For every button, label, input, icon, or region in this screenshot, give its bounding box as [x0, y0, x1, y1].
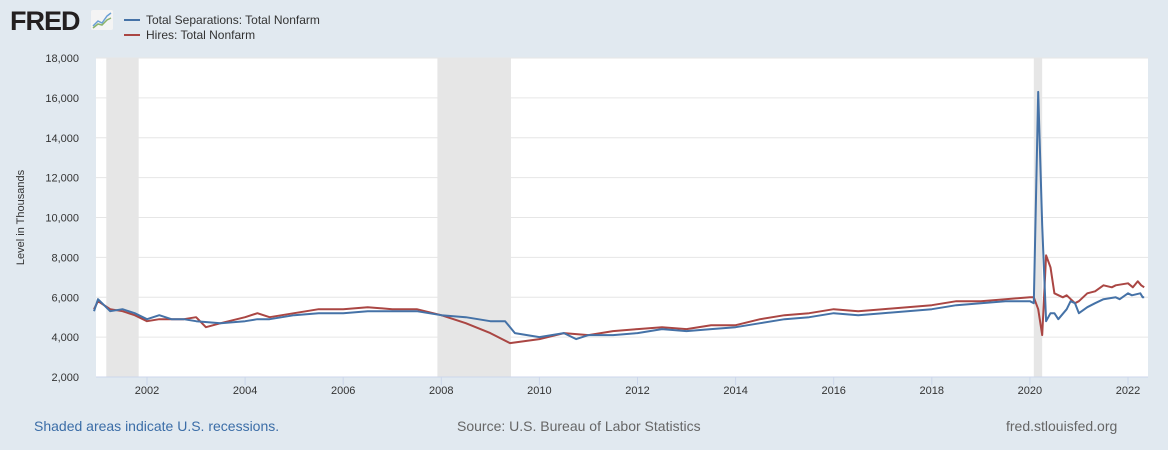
legend-label: Hires: Total Nonfarm [146, 27, 256, 42]
y-tick-label: 2,000 [51, 372, 79, 384]
legend-item-hires[interactable]: Hires: Total Nonfarm [124, 27, 320, 42]
y-tick-label: 12,000 [45, 173, 79, 185]
y-tick-label: 8,000 [51, 252, 79, 264]
source-text: Source: U.S. Bureau of Labor Statistics [457, 418, 701, 434]
x-tick-label: 2022 [1116, 385, 1140, 397]
y-tick-label: 14,000 [45, 133, 79, 145]
x-tick-label: 2002 [135, 385, 159, 397]
y-tick-label: 6,000 [51, 292, 79, 304]
legend: Total Separations: Total Nonfarm Hires: … [124, 12, 320, 42]
line-chart: 2,000 4,000 6,000 8,000 10,000 12,000 14,000 16… [15, 53, 1148, 397]
y-axis-label: Level in Thousands [15, 169, 27, 265]
x-tick-label: 2006 [331, 385, 355, 397]
fred-graph-icon [91, 10, 113, 30]
x-tick-label: 2012 [625, 385, 649, 397]
x-tick-label: 2008 [429, 385, 453, 397]
x-tick-label: 2020 [1018, 385, 1042, 397]
x-tick-label: 2014 [723, 385, 747, 397]
y-tick-label: 16,000 [45, 93, 79, 105]
fred-logo[interactable]: FRED [10, 6, 80, 36]
x-tick-label: 2010 [527, 385, 551, 397]
y-tick-label: 4,000 [51, 332, 79, 344]
y-tick-label: 10,000 [45, 213, 79, 225]
legend-label: Total Separations: Total Nonfarm [146, 12, 320, 27]
site-link[interactable]: fred.stlouisfed.org [1006, 418, 1118, 434]
y-tick-label: 18,000 [45, 53, 79, 65]
x-tick-label: 2004 [233, 385, 257, 397]
x-tick-label: 2018 [920, 385, 944, 397]
recession-note-link[interactable]: Shaded areas indicate U.S. recessions. [34, 418, 280, 434]
series-line-separations [93, 90, 1145, 341]
x-tick-label: 2016 [821, 385, 845, 397]
legend-item-separations[interactable]: Total Separations: Total Nonfarm [124, 12, 320, 27]
